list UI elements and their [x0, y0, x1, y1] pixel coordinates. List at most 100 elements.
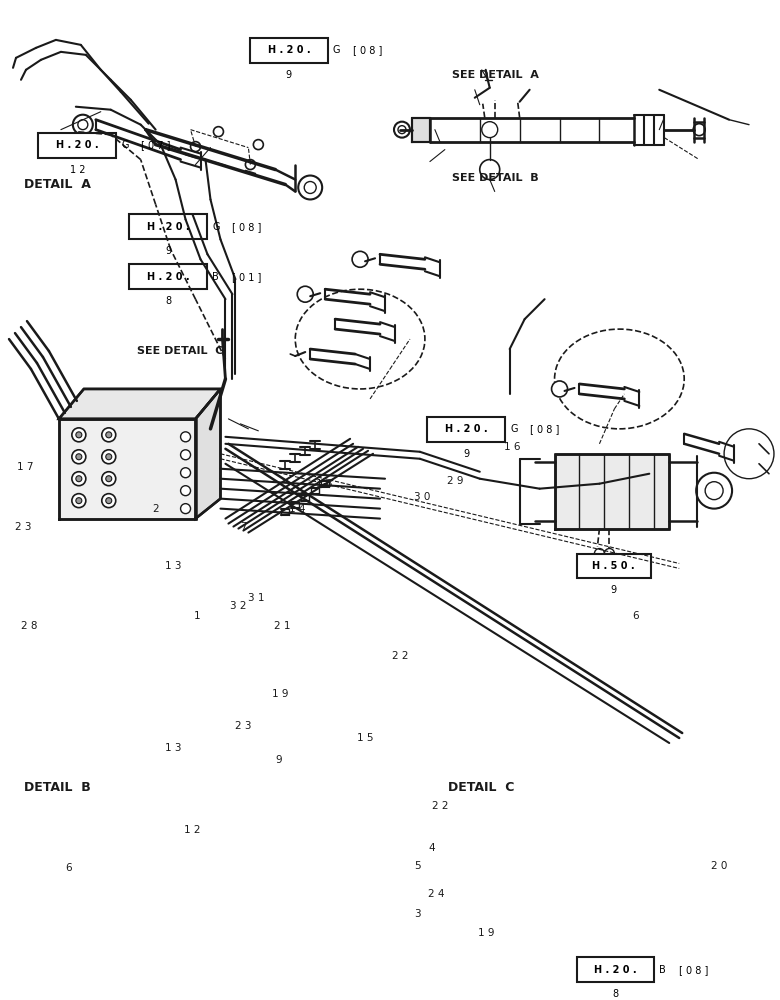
Text: 2 4: 2 4 — [427, 889, 444, 899]
Circle shape — [551, 381, 568, 397]
Text: 1 2: 1 2 — [69, 165, 85, 175]
Bar — [576, 957, 654, 982]
Text: B: B — [212, 272, 219, 282]
Circle shape — [180, 432, 190, 442]
Circle shape — [594, 549, 604, 558]
Circle shape — [304, 182, 316, 193]
Text: 9: 9 — [275, 755, 282, 765]
Circle shape — [76, 498, 82, 504]
Circle shape — [214, 127, 223, 137]
Text: [ 0 1 ]: [ 0 1 ] — [232, 272, 261, 282]
Circle shape — [724, 429, 774, 479]
Circle shape — [106, 498, 112, 504]
Text: H . 2 0 .: H . 2 0 . — [268, 45, 310, 55]
Circle shape — [180, 450, 190, 460]
Text: 1 8: 1 8 — [316, 479, 332, 489]
Circle shape — [101, 494, 115, 508]
Circle shape — [352, 251, 368, 267]
Circle shape — [106, 476, 112, 482]
Text: SEE DETAIL  B: SEE DETAIL B — [452, 173, 539, 183]
Circle shape — [101, 450, 115, 464]
Text: 3 0: 3 0 — [413, 492, 430, 502]
Bar — [38, 133, 116, 158]
Text: 3: 3 — [415, 909, 421, 919]
Text: H . 2 0 .: H . 2 0 . — [594, 965, 637, 975]
Circle shape — [705, 482, 723, 500]
Circle shape — [101, 472, 115, 486]
Polygon shape — [555, 454, 669, 529]
Circle shape — [106, 454, 112, 460]
Text: [ 0 8 ]: [ 0 8 ] — [232, 222, 261, 232]
Circle shape — [106, 432, 112, 438]
Text: 1 6: 1 6 — [505, 442, 521, 452]
Text: 1 7: 1 7 — [16, 462, 34, 472]
Circle shape — [76, 454, 82, 460]
Polygon shape — [59, 419, 196, 519]
Text: H . 2 0 .: H . 2 0 . — [147, 222, 190, 232]
Circle shape — [604, 549, 615, 558]
Circle shape — [180, 486, 190, 496]
Text: 1: 1 — [194, 611, 200, 621]
Text: 9: 9 — [611, 585, 617, 595]
Text: 1 2: 1 2 — [184, 825, 200, 835]
Text: G: G — [333, 45, 340, 55]
Text: H . 2 0 .: H . 2 0 . — [147, 272, 190, 282]
Text: G: G — [212, 222, 220, 232]
Circle shape — [297, 286, 314, 302]
Circle shape — [254, 140, 264, 150]
Bar — [427, 417, 505, 442]
Text: 9: 9 — [285, 70, 292, 80]
Circle shape — [190, 142, 200, 152]
Circle shape — [394, 122, 410, 138]
Text: [ 0 7 ]: [ 0 7 ] — [141, 140, 171, 150]
Circle shape — [697, 473, 732, 509]
Text: 2 2: 2 2 — [431, 801, 448, 811]
Text: DETAIL  C: DETAIL C — [448, 781, 515, 794]
Text: 2 8: 2 8 — [21, 621, 37, 631]
Text: [ 0 8 ]: [ 0 8 ] — [353, 45, 382, 55]
Text: 5: 5 — [415, 861, 421, 871]
Text: 1 5: 1 5 — [356, 733, 374, 743]
Text: 6: 6 — [66, 863, 73, 873]
Text: 2 3: 2 3 — [235, 721, 252, 731]
Text: H . 2 0 .: H . 2 0 . — [445, 424, 488, 434]
Text: 1 3: 1 3 — [165, 561, 182, 571]
Text: DETAIL  B: DETAIL B — [24, 781, 91, 794]
Text: 2 1: 2 1 — [274, 621, 290, 631]
Circle shape — [72, 428, 86, 442]
Text: 8: 8 — [612, 989, 619, 999]
Circle shape — [72, 472, 86, 486]
Polygon shape — [412, 118, 430, 142]
Text: 1 4: 1 4 — [289, 504, 306, 514]
Circle shape — [78, 120, 88, 130]
Text: SEE DETAIL  C: SEE DETAIL C — [137, 346, 224, 356]
Text: B: B — [659, 965, 666, 975]
Text: 9: 9 — [463, 449, 470, 459]
Polygon shape — [196, 389, 221, 519]
Text: 3 2: 3 2 — [230, 601, 246, 611]
Text: 1 9: 1 9 — [478, 928, 495, 938]
Circle shape — [76, 476, 82, 482]
Text: G: G — [121, 140, 129, 150]
Circle shape — [298, 176, 322, 199]
Text: [ 0 8 ]: [ 0 8 ] — [530, 424, 559, 434]
Text: 2 3: 2 3 — [15, 522, 31, 532]
Text: 2 2: 2 2 — [392, 651, 408, 661]
Text: 4: 4 — [428, 843, 435, 853]
Text: H . 5 0 .: H . 5 0 . — [592, 561, 635, 571]
Circle shape — [480, 160, 500, 180]
Text: 3 1: 3 1 — [248, 593, 264, 603]
Bar — [129, 264, 207, 289]
Text: 2: 2 — [152, 504, 159, 514]
Circle shape — [101, 428, 115, 442]
Text: 7: 7 — [240, 522, 246, 532]
Text: 2 9: 2 9 — [447, 476, 463, 486]
Polygon shape — [59, 389, 221, 419]
Text: 8: 8 — [165, 296, 172, 306]
Circle shape — [398, 126, 406, 134]
Text: 9: 9 — [165, 246, 172, 256]
Bar — [250, 38, 328, 63]
Text: 2 0: 2 0 — [711, 861, 727, 871]
Text: SEE DETAIL  A: SEE DETAIL A — [452, 70, 539, 80]
Circle shape — [246, 160, 255, 170]
